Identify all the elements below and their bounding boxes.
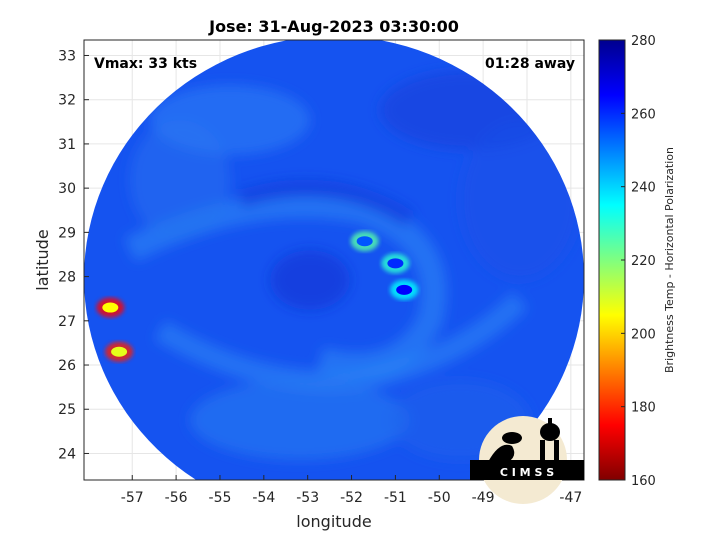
y-tick-label: 32 [58, 93, 76, 109]
cold-feature-core [356, 236, 373, 247]
y-tick-label: 31 [58, 137, 76, 153]
y-tick-label: 27 [58, 314, 76, 330]
x-tick-label: -55 [209, 490, 232, 506]
colorbar-tick-label: 200 [631, 327, 656, 342]
logo-text: C I M S S [500, 466, 554, 479]
vmax-annotation: Vmax: 33 kts [94, 56, 197, 72]
colorbar-ticks: 280 260 240 220 200 180 160 [621, 34, 656, 489]
colorbar-tick-label: 160 [631, 474, 656, 489]
x-tick-label: -52 [340, 490, 363, 506]
chart-title: Jose: 31-Aug-2023 03:30:00 [208, 17, 459, 36]
colorbar [599, 40, 625, 480]
x-tick-label: -56 [165, 490, 188, 506]
y-tick-label: 26 [58, 358, 76, 374]
cimss-logo: C I M S S [470, 416, 584, 504]
water-tower-icon [540, 440, 545, 462]
y-tick-label: 30 [58, 181, 76, 197]
colorbar-label: Brightness Temp - Horizontal Polarizatio… [663, 147, 676, 373]
x-tick-label: -49 [472, 490, 495, 506]
y-axis-ticks: 33 32 31 30 29 28 27 26 25 24 [58, 48, 89, 462]
x-axis-ticks: -57-56-55-54-53-52-51-50-49-48-47 [121, 475, 582, 506]
y-tick-label: 29 [58, 225, 76, 241]
colorbar-tick-label: 240 [631, 181, 656, 196]
colorbar-tick-label: 260 [631, 107, 656, 122]
y-axis-label: latitude [33, 229, 52, 290]
axes-frame [83, 39, 585, 481]
cold-feature-core [102, 302, 119, 313]
y-tick-label: 24 [58, 446, 76, 462]
x-tick-label: -53 [296, 490, 319, 506]
x-tick-label: -54 [252, 490, 275, 506]
cold-feature-core [387, 258, 404, 269]
x-axis-label: longitude [296, 512, 371, 531]
x-tick-label: -47 [559, 490, 582, 506]
y-tick-label: 33 [58, 48, 76, 64]
y-tick-label: 28 [58, 270, 76, 286]
swath-layer [84, 40, 584, 480]
x-tick-label: -50 [428, 490, 451, 506]
logo-band [470, 460, 584, 480]
x-tick-label: -57 [121, 490, 144, 506]
colorbar-tick-label: 180 [631, 401, 656, 416]
colorbar-tick-label: 220 [631, 254, 656, 269]
cold-features [96, 231, 419, 362]
x-tick-label: -51 [384, 490, 407, 506]
time-away-annotation: 01:28 away [485, 56, 575, 72]
swath-texture [124, 70, 580, 460]
colorbar-tick-label: 280 [631, 34, 656, 49]
cold-feature-core [111, 346, 128, 357]
satellite-dish-icon [488, 444, 515, 462]
y-tick-label: 25 [58, 402, 76, 418]
cold-feature-core [396, 284, 413, 295]
